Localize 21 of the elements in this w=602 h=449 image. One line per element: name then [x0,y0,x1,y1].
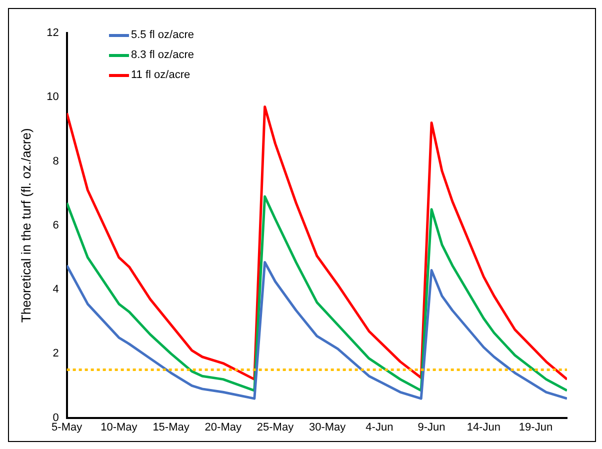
x-tick-label: 19-Jun [518,421,553,434]
y-axis-title: Theoretical in the turf (fl. oz./acre) [18,128,34,323]
legend-label: 8.3 fl oz/acre [131,48,194,63]
y-tick-label: 0 [52,412,59,424]
y-tick-label: 4 [52,284,59,296]
y-tick-label: 2 [52,348,59,360]
x-tick-label: 9-Jun [418,421,446,434]
x-tick-label: 4-Jun [366,421,394,434]
y-tick-label: 12 [46,27,59,40]
y-tick-label: 10 [46,91,59,104]
x-tick-label: 15-May [152,421,190,434]
legend-label: 5.5 fl oz/acre [131,28,194,43]
x-tick-label: 5-May [52,421,83,434]
legend-label: 11 fl oz/acre [131,68,190,83]
x-tick-label: 25-May [256,421,294,434]
x-tick-label: 14-Jun [466,421,500,434]
x-tick-label: 20-May [204,421,242,434]
x-tick-label: 10-May [100,421,138,434]
y-tick-label: 8 [52,155,59,168]
y-tick-label: 6 [52,219,59,232]
x-tick-label: 30-May [308,421,346,434]
